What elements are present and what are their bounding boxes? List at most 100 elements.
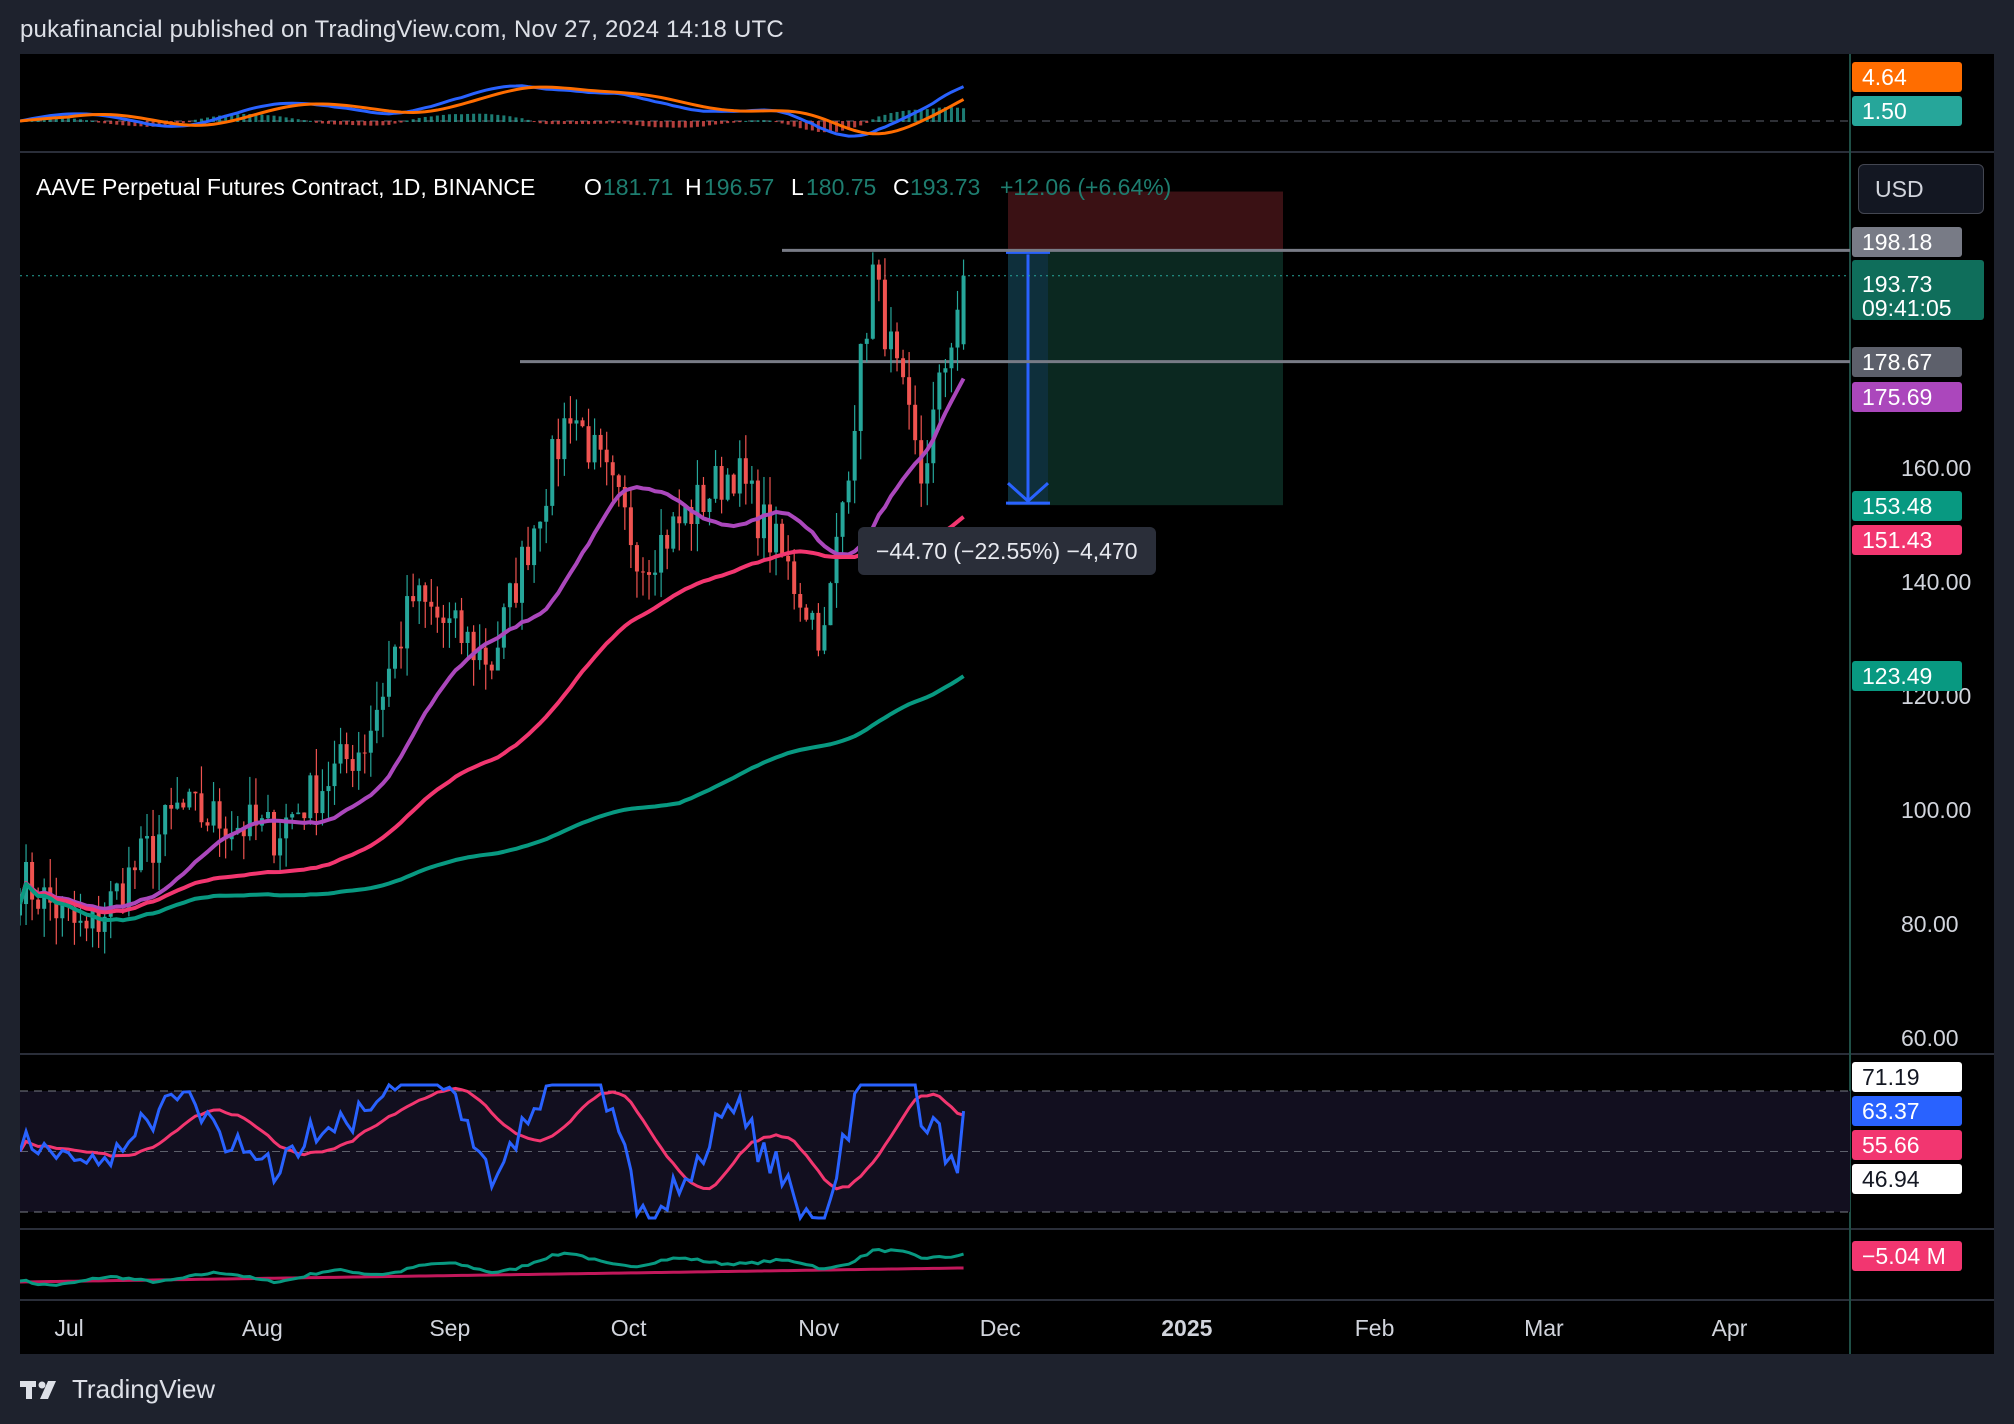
time-tick-label: Feb	[1355, 1315, 1395, 1341]
candle-body	[822, 625, 827, 651]
currency-button[interactable]: USD	[1858, 164, 1984, 214]
position-zones	[1006, 191, 1283, 506]
macd-histogram-bar	[877, 116, 881, 122]
macd-histogram-bar	[54, 118, 58, 122]
symbol-legend: AAVE Perpetual Futures Contract, 1D, BIN…	[36, 174, 1171, 200]
candle-body	[253, 804, 258, 826]
candle-body	[737, 458, 742, 494]
macd-histogram-bar	[556, 121, 560, 125]
macd-histogram-bar	[574, 121, 578, 125]
candle-body	[858, 343, 863, 431]
legend-text: H	[685, 174, 702, 200]
candle-body	[272, 811, 277, 856]
macd-histogram-bar	[526, 119, 530, 122]
macd-histogram-bar	[284, 117, 288, 122]
candle-body	[374, 709, 379, 731]
candle-body	[616, 475, 621, 487]
candle-body	[175, 802, 180, 809]
candle-body	[102, 916, 107, 932]
legend-text: +12.06 (+6.64%)	[1000, 174, 1171, 200]
candle-body	[217, 801, 222, 829]
macd-badge: 1.50	[1862, 98, 1907, 124]
candle-body	[284, 817, 289, 839]
rsi-badge: 63.37	[1862, 1098, 1920, 1124]
candle-body	[961, 275, 966, 345]
macd-histogram-bar	[883, 114, 887, 122]
tradingview-logo-icon	[20, 1380, 56, 1399]
candle-body	[350, 759, 355, 771]
macd-histogram-bar	[230, 114, 234, 122]
macd-histogram-bar	[822, 121, 826, 133]
candle-body	[441, 617, 446, 623]
macd-histogram-bar	[738, 121, 742, 123]
candle-body	[526, 546, 531, 566]
chart-frame[interactable]: 160.00 140.00 120.00 100.00 80.00 60.00 Jul Aug…	[20, 54, 1994, 1354]
macd-histogram-bar	[647, 121, 651, 127]
macd-histogram-bar	[514, 117, 518, 122]
candle-body	[568, 418, 573, 424]
time-tick-label: Oct	[611, 1315, 647, 1341]
candle-body	[471, 631, 476, 661]
candle-body	[544, 505, 549, 522]
candle-body	[411, 596, 416, 602]
macd-histogram-bar	[532, 121, 536, 123]
macd-histogram-bar	[157, 121, 161, 127]
macd-histogram-bar	[496, 114, 500, 122]
publish-header: pukafinancial published on TradingView.c…	[20, 16, 784, 43]
candle-body	[707, 498, 712, 512]
macd-histogram-bar	[429, 116, 433, 122]
candle-body	[665, 534, 670, 549]
candle-body	[368, 730, 373, 753]
candle-body	[247, 804, 252, 837]
candle-body	[290, 814, 295, 818]
candle-body	[810, 612, 815, 620]
time-tick-label: Sep	[429, 1315, 470, 1341]
macd-histogram-bar	[720, 121, 724, 124]
rsi-badge-bg	[1852, 1130, 1962, 1160]
candle-body	[20, 904, 22, 916]
macd-histogram-bar	[272, 115, 276, 122]
price-badge-bg	[1852, 260, 1984, 320]
macd-histogram-bar	[568, 121, 572, 124]
candle-body	[199, 793, 204, 823]
candle-body	[138, 838, 143, 871]
candle-body	[459, 610, 464, 643]
candle-body	[774, 523, 779, 553]
macd-histogram-bar	[695, 121, 699, 127]
candle-body	[701, 484, 706, 512]
candle-body	[120, 883, 125, 909]
price-badge-bg	[1852, 491, 1962, 521]
macd-histogram-bar	[865, 121, 869, 123]
price-badge: 198.18	[1862, 229, 1932, 255]
macd-histogram-bar	[91, 120, 95, 122]
tradingview-logo[interactable]: TradingView	[20, 1374, 215, 1405]
candle-body	[320, 791, 325, 814]
macd-histogram-bar	[441, 114, 445, 122]
take-profit-zone	[1008, 250, 1283, 506]
macd-histogram-bar	[411, 119, 415, 122]
candle-body	[399, 646, 404, 649]
candle-body	[659, 534, 664, 573]
macd-histogram-bar	[393, 121, 397, 124]
macd-histogram-bar	[423, 116, 427, 122]
price-tick-label: 60.00	[1901, 1025, 1959, 1051]
candle-body	[423, 585, 428, 602]
macd-histogram-bar	[278, 116, 282, 122]
price-badge: 123.49	[1862, 663, 1932, 689]
legend-text: 181.71	[603, 174, 673, 200]
candle-body	[895, 331, 900, 359]
macd-histogram-bar	[42, 118, 46, 122]
candle-body	[405, 596, 410, 649]
candle-body	[610, 462, 615, 476]
legend-text: O	[584, 174, 602, 200]
macd-histogram-bar	[726, 121, 730, 124]
candle-body	[96, 910, 101, 932]
macd-histogram-bar	[756, 120, 760, 122]
macd-histogram-bar	[399, 121, 403, 123]
macd-histogram-bar	[611, 121, 615, 124]
candle-body	[223, 828, 228, 840]
price-tick-label: 160.00	[1901, 455, 1971, 481]
